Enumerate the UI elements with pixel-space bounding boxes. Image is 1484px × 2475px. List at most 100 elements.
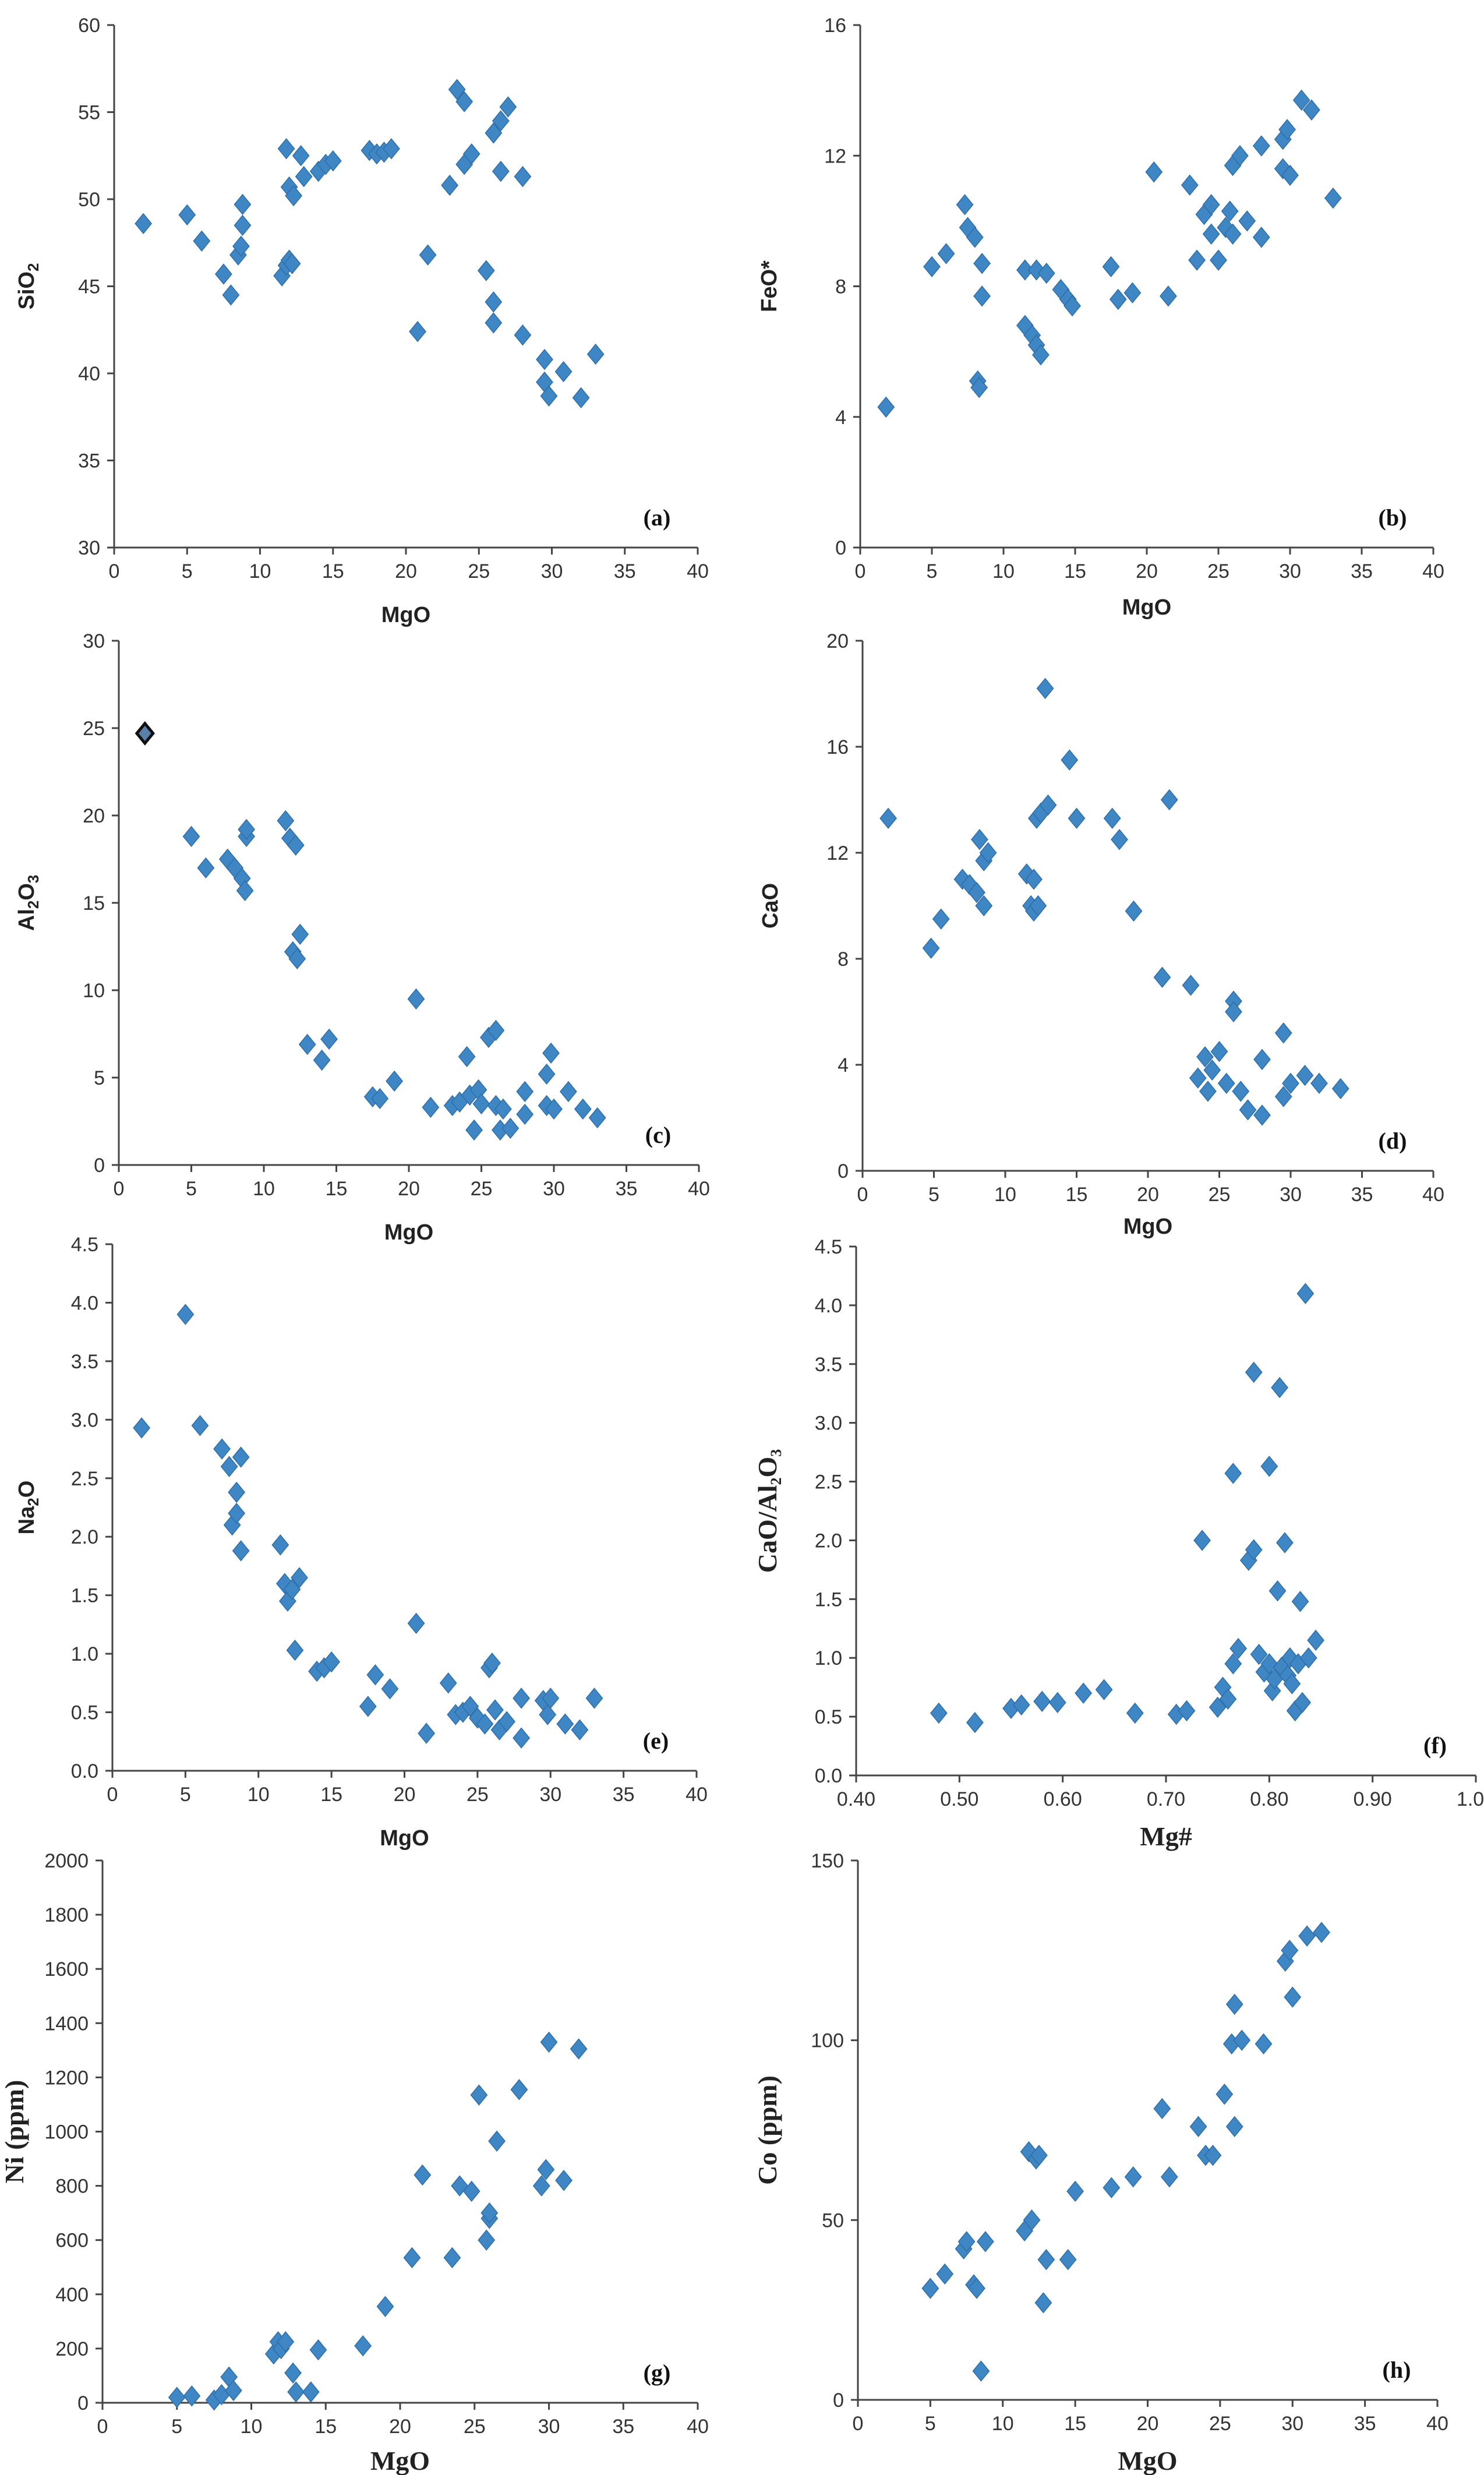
- data-point: [419, 244, 437, 266]
- y-axis-label: CaO/Al2​O3​: [752, 1449, 785, 1573]
- chart-panel-g: 0 5 10 15 20 25 30 35 40020040060080010001200140…: [0, 1850, 709, 2475]
- data-point: [309, 2339, 327, 2361]
- data-point: [559, 1081, 577, 1103]
- data-point: [555, 2170, 573, 2191]
- x-axis-label: MgO: [1122, 595, 1171, 620]
- data-point: [313, 1049, 331, 1071]
- data-point: [465, 1119, 483, 1141]
- panel-label: (h): [1383, 2357, 1411, 2383]
- data-point: [197, 857, 215, 879]
- data-point: [1066, 2180, 1084, 2202]
- data-point: [1033, 1690, 1051, 1713]
- chart-panel-b: 0 5 10 15 20 25 30 35 40 0 4 8 12 16 MgO FeO* (b): [757, 15, 1444, 620]
- y-tick-label: 150: [811, 1850, 844, 1872]
- data-point: [922, 937, 940, 959]
- data-point: [1189, 2116, 1207, 2138]
- data-point: [1302, 99, 1320, 121]
- data-point: [383, 138, 400, 160]
- data-point: [1034, 2292, 1052, 2314]
- y-tick-label: 30: [78, 537, 100, 559]
- data-point: [1245, 1361, 1263, 1383]
- data-point: [462, 2180, 480, 2202]
- data-point: [1233, 2029, 1251, 2051]
- y-tick-label: 3.0: [71, 1409, 98, 1431]
- data-point: [1224, 223, 1242, 245]
- data-point: [1153, 2098, 1171, 2120]
- data-point: [1252, 227, 1270, 248]
- x-tick-label: 5: [186, 1178, 197, 1200]
- y-axis-label: CaO: [758, 883, 783, 928]
- y-tick-label: 800: [55, 2176, 89, 2198]
- x-tick-label: 35: [612, 2416, 634, 2438]
- data-point: [472, 1093, 490, 1115]
- data-point: [1102, 256, 1120, 278]
- x-tick-label: 10: [253, 1178, 275, 1200]
- x-tick-label: 0: [97, 2416, 108, 2438]
- y-tick-label: 2.0: [71, 1526, 98, 1548]
- data-point-highlighted: [135, 721, 155, 746]
- data-point: [214, 263, 232, 285]
- x-tick-label: 40: [1422, 560, 1444, 582]
- x-axis-label: MgO: [1123, 1214, 1172, 1239]
- y-tick-label: 45: [78, 276, 100, 298]
- data-point: [966, 227, 984, 248]
- data-point: [485, 291, 503, 313]
- data-point: [133, 1417, 151, 1439]
- data-point: [1025, 868, 1043, 890]
- data-point: [1039, 794, 1057, 816]
- data-point: [443, 2247, 461, 2269]
- y-axis-label: Ni (ppm): [0, 2080, 29, 2184]
- x-tick-label: 10: [994, 1184, 1016, 1206]
- data-point: [182, 825, 200, 848]
- data-point: [320, 1028, 338, 1050]
- data-point: [1075, 1682, 1093, 1704]
- data-point: [1037, 2249, 1055, 2271]
- chart-panel-a: 0 5 10 15 20 25 30 35 40 30 35 40 45 50 55 60 MgO SiO2​ (a…: [15, 15, 709, 627]
- panel-label: (c): [645, 1122, 671, 1148]
- y-tick-label: 0.5: [815, 1706, 842, 1728]
- data-point: [879, 807, 898, 829]
- data-point: [354, 2335, 372, 2357]
- data-point: [1255, 2033, 1273, 2055]
- data-point: [572, 387, 590, 409]
- data-point: [451, 2175, 469, 2197]
- data-point: [501, 1117, 520, 1139]
- y-tick-label: 0: [833, 2389, 844, 2412]
- y-tick-label: 4.5: [71, 1234, 98, 1256]
- data-point: [1283, 1673, 1301, 1694]
- data-point: [970, 829, 988, 850]
- data-point: [462, 143, 480, 165]
- data-point: [1239, 1099, 1257, 1121]
- data-point: [1210, 249, 1227, 271]
- data-point: [976, 2231, 994, 2252]
- y-tick-label: 25: [83, 718, 105, 740]
- y-tick-label: 15: [83, 892, 105, 915]
- data-point: [1271, 1376, 1288, 1399]
- data-point: [1225, 1993, 1243, 2015]
- data-point: [234, 214, 252, 236]
- y-tick-label: 35: [78, 450, 100, 472]
- data-point: [470, 2084, 488, 2106]
- y-tick-label: 30: [83, 630, 105, 652]
- data-point: [516, 1081, 534, 1103]
- chart-panel-c: 0 5 10 15 20 25 30 35 40 0 5 10 15 20 25 30 MgO Al2​O3​ (c…: [15, 630, 710, 1245]
- x-tick-label: 35: [1351, 560, 1373, 582]
- data-point: [1103, 807, 1121, 829]
- data-point: [1016, 259, 1034, 281]
- data-point: [1331, 1078, 1349, 1100]
- data-point: [1298, 1925, 1316, 1947]
- data-point: [968, 882, 985, 903]
- data-point: [1313, 1922, 1330, 1943]
- data-point: [1029, 895, 1047, 917]
- data-point: [1224, 1653, 1242, 1675]
- x-tick-label: 15: [1066, 1184, 1088, 1206]
- x-tick-label: 0.40: [837, 1788, 875, 1810]
- data-point: [277, 810, 295, 832]
- data-point: [1260, 1653, 1278, 1675]
- data-point: [366, 1664, 384, 1686]
- data-point: [1037, 262, 1055, 284]
- x-axis-label: Mg#: [1140, 1821, 1192, 1851]
- y-tick-label: 3.5: [71, 1351, 98, 1373]
- x-tick-label: 10: [992, 2413, 1014, 2435]
